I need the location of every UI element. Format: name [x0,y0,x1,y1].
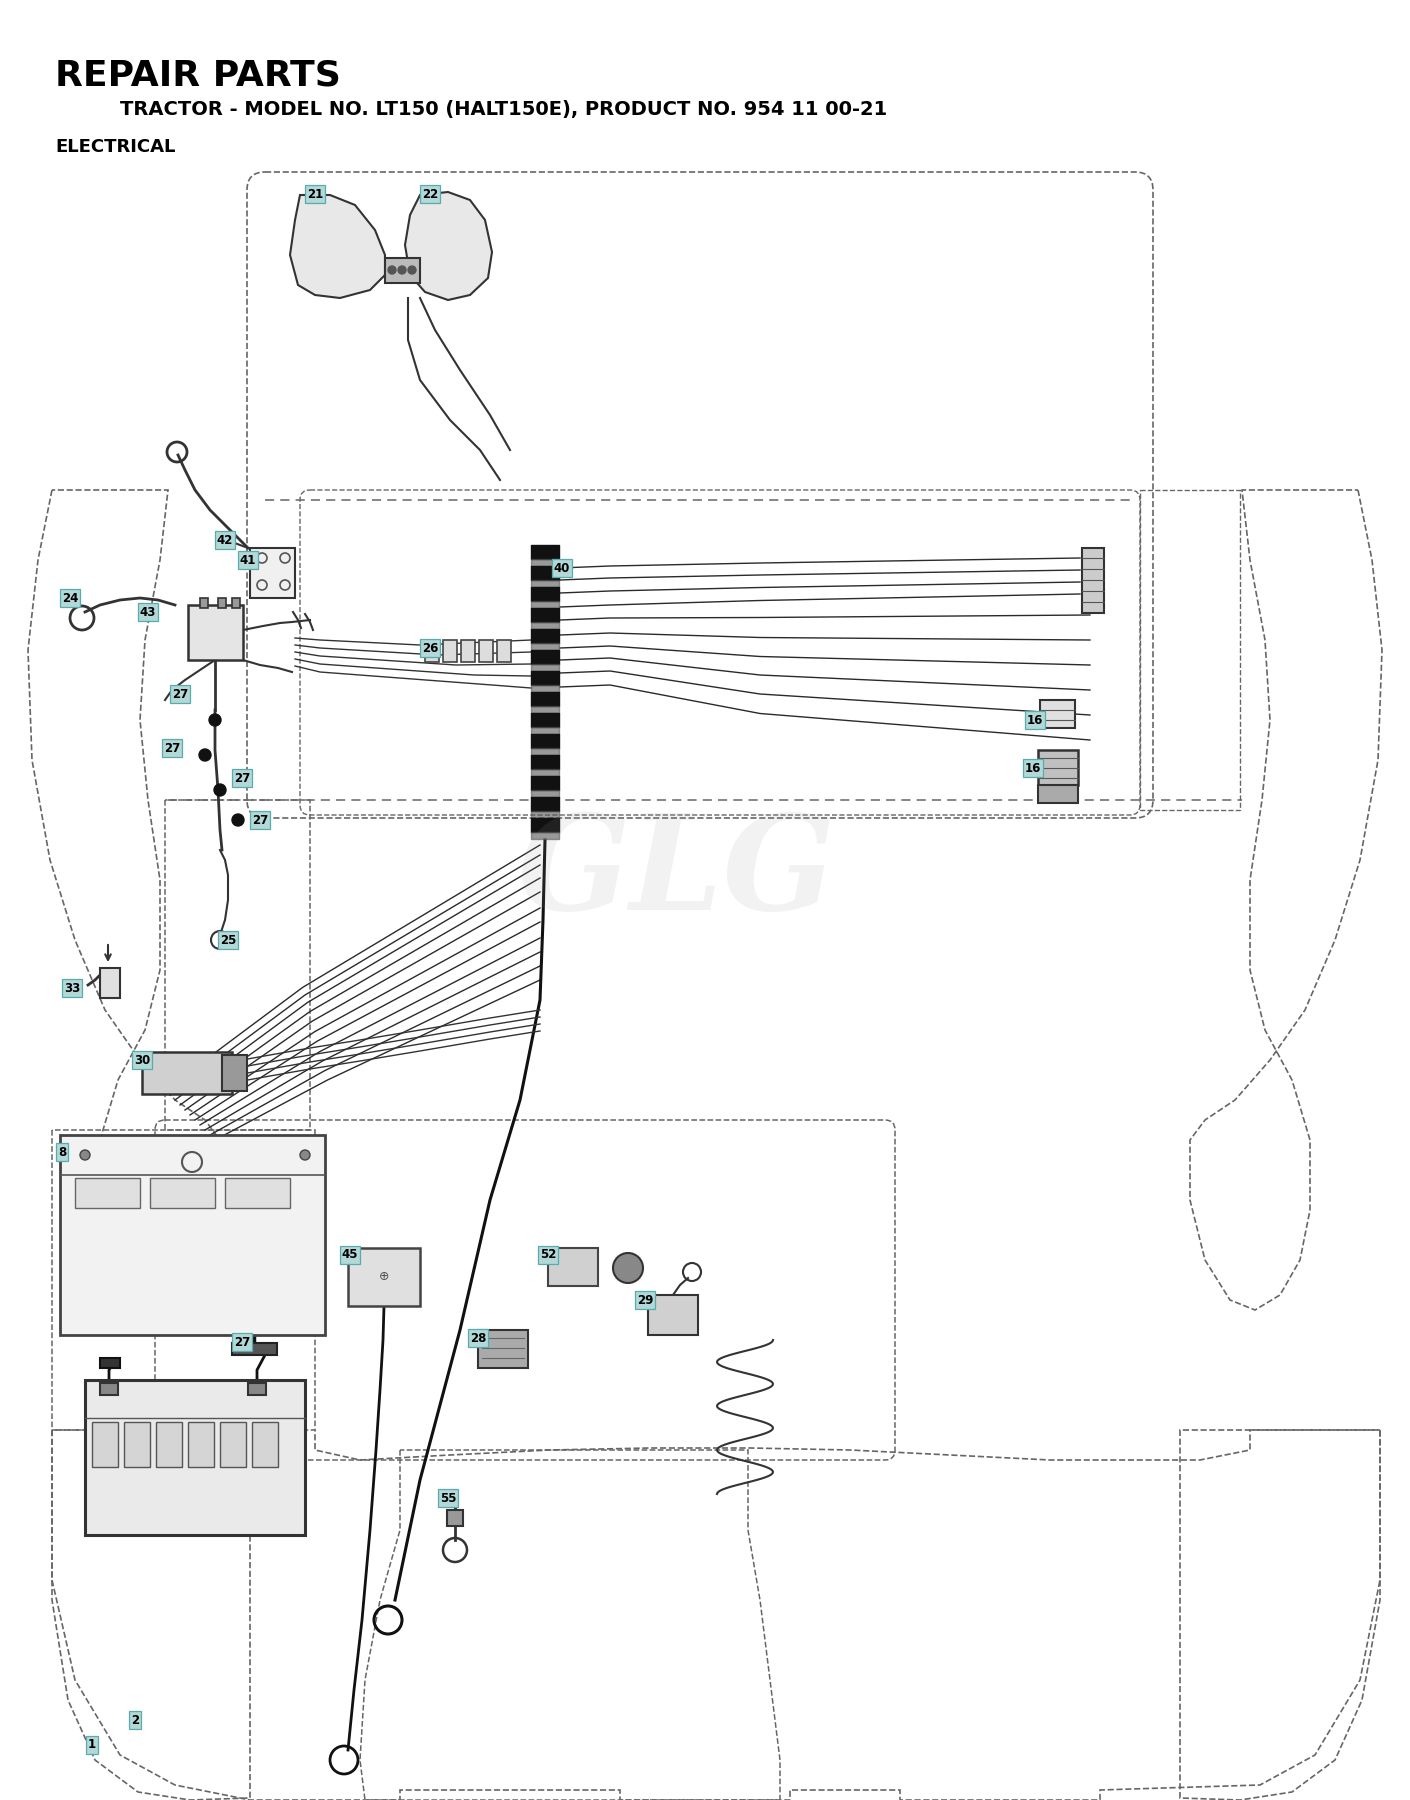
Bar [1141,490,1239,810]
Bar [385,257,420,283]
Text: 42: 42 [217,533,233,547]
Text: GLG: GLG [517,808,836,938]
Text: 27: 27 [164,742,180,754]
Bar [233,1343,276,1355]
Bar [447,1510,462,1526]
Text: 27: 27 [252,814,268,826]
Text: 27: 27 [234,772,250,785]
Bar [100,1357,120,1368]
Text: 28: 28 [470,1332,486,1345]
Text: 52: 52 [540,1249,556,1262]
Text: TRACTOR - MODEL NO. LT150 (HALT150E), PRODUCT NO. 954 11 00-21: TRACTOR - MODEL NO. LT150 (HALT150E), PR… [120,101,887,119]
Bar [496,641,510,662]
Bar [252,1422,278,1467]
Text: 8: 8 [58,1145,66,1159]
Bar [85,1381,305,1535]
Text: 43: 43 [140,605,157,619]
Circle shape [199,749,212,761]
Text: 55: 55 [440,1492,457,1505]
Text: 26: 26 [422,641,439,655]
Bar [461,641,475,662]
Bar [100,1382,118,1395]
Bar [100,968,120,997]
Polygon shape [405,193,492,301]
Circle shape [300,1150,310,1159]
Bar [1041,700,1074,727]
Text: 30: 30 [134,1053,149,1066]
Text: 40: 40 [554,562,570,574]
Bar [219,598,226,608]
Bar [188,1422,214,1467]
Circle shape [209,715,221,725]
Text: ELECTRICAL: ELECTRICAL [55,139,175,157]
Bar [424,641,439,662]
Text: 29: 29 [637,1294,653,1307]
Bar [233,598,240,608]
Text: 33: 33 [63,981,80,994]
Bar [250,547,295,598]
Text: 27: 27 [234,1336,250,1348]
Circle shape [398,266,406,274]
Text: 41: 41 [240,554,257,567]
Circle shape [388,266,396,274]
Bar [157,1422,182,1467]
Text: ⊕: ⊕ [379,1271,389,1283]
Circle shape [407,266,416,274]
Bar [61,1136,324,1336]
Polygon shape [290,194,385,299]
Text: 16: 16 [1026,713,1043,727]
Text: 45: 45 [341,1249,358,1262]
Bar [348,1247,420,1307]
Circle shape [613,1253,643,1283]
Bar [479,641,493,662]
Text: 1: 1 [87,1739,96,1751]
Text: REPAIR PARTS: REPAIR PARTS [55,58,341,92]
Bar [1038,785,1079,803]
Text: 24: 24 [62,592,78,605]
Text: 22: 22 [422,187,439,200]
Bar [92,1422,118,1467]
Bar [226,1177,290,1208]
Circle shape [233,814,244,826]
Bar [124,1422,149,1467]
Circle shape [214,785,226,796]
Bar [248,1382,266,1395]
Bar [188,605,243,661]
Bar [1038,751,1079,785]
Bar [200,598,209,608]
Text: 27: 27 [172,688,188,700]
Bar [75,1177,140,1208]
Bar [220,1422,245,1467]
Bar [142,1051,233,1094]
Circle shape [80,1150,90,1159]
Bar [149,1177,214,1208]
Bar [478,1330,527,1368]
Bar [221,1055,247,1091]
Text: 21: 21 [307,187,323,200]
Bar [649,1294,698,1336]
Bar [1081,547,1104,614]
Text: 16: 16 [1025,761,1041,774]
Text: 2: 2 [131,1714,140,1726]
Bar [443,641,457,662]
Bar [548,1247,598,1285]
Text: 25: 25 [220,934,237,947]
